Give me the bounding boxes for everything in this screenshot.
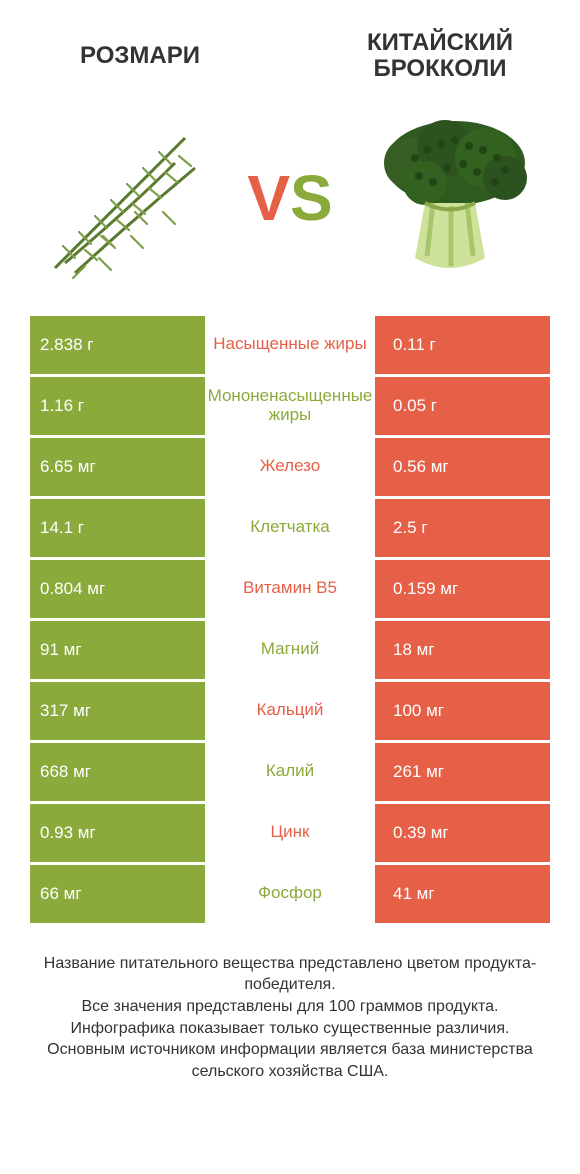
table-row: 14.1 гКлетчатка2.5 г xyxy=(30,496,550,557)
value-left: 317 мг xyxy=(30,682,205,740)
nutrient-label: Клетчатка xyxy=(205,499,375,557)
footer-line: Название питательного вещества представл… xyxy=(30,953,550,996)
value-right: 100 мг xyxy=(375,682,550,740)
nutrient-label: Насыщенные жиры xyxy=(205,316,375,374)
nutrient-label: Фосфор xyxy=(205,865,375,923)
value-right: 0.11 г xyxy=(375,316,550,374)
value-left: 2.838 г xyxy=(30,316,205,374)
value-right: 0.159 мг xyxy=(375,560,550,618)
footer-line: Инфографика показывает только существенн… xyxy=(30,1018,550,1040)
images-row: VS xyxy=(0,93,580,313)
value-left: 0.93 мг xyxy=(30,804,205,862)
footer-line: Основным источником информации является … xyxy=(30,1039,550,1082)
value-right: 18 мг xyxy=(375,621,550,679)
value-left: 1.16 г xyxy=(30,377,205,435)
title-right: Китайский брокколи xyxy=(340,30,540,83)
value-left: 66 мг xyxy=(30,865,205,923)
nutrient-label: Витамин B5 xyxy=(205,560,375,618)
value-left: 14.1 г xyxy=(30,499,205,557)
value-right: 2.5 г xyxy=(375,499,550,557)
infographic-page: Розмари Китайский брокколи xyxy=(0,0,580,1174)
vs-v: V xyxy=(247,162,290,234)
header: Розмари Китайский брокколи xyxy=(0,0,580,93)
rosemary-image xyxy=(30,103,230,293)
footer-notes: Название питательного вещества представл… xyxy=(0,923,580,1083)
value-left: 668 мг xyxy=(30,743,205,801)
rosemary-icon xyxy=(35,108,225,288)
table-row: 2.838 гНасыщенные жиры0.11 г xyxy=(30,313,550,374)
table-row: 317 мгКальций100 мг xyxy=(30,679,550,740)
value-right: 0.39 мг xyxy=(375,804,550,862)
nutrition-table: 2.838 гНасыщенные жиры0.11 г1.16 гМононе… xyxy=(30,313,550,923)
table-row: 91 мгМагний18 мг xyxy=(30,618,550,679)
nutrient-label: Кальций xyxy=(205,682,375,740)
table-row: 668 мгКалий261 мг xyxy=(30,740,550,801)
table-row: 0.93 мгЦинк0.39 мг xyxy=(30,801,550,862)
value-right: 0.05 г xyxy=(375,377,550,435)
table-row: 66 мгФосфор41 мг xyxy=(30,862,550,923)
nutrient-label: Калий xyxy=(205,743,375,801)
table-row: 0.804 мгВитамин B50.159 мг xyxy=(30,557,550,618)
broccoli-icon xyxy=(355,108,545,288)
nutrient-label: Магний xyxy=(205,621,375,679)
value-left: 91 мг xyxy=(30,621,205,679)
title-left: Розмари xyxy=(40,43,240,69)
nutrient-label: Цинк xyxy=(205,804,375,862)
value-right: 0.56 мг xyxy=(375,438,550,496)
nutrient-label: Мононенасыщенные жиры xyxy=(205,377,375,435)
value-right: 41 мг xyxy=(375,865,550,923)
value-left: 6.65 мг xyxy=(30,438,205,496)
value-right: 261 мг xyxy=(375,743,550,801)
vs-label: VS xyxy=(247,166,332,230)
nutrient-label: Железо xyxy=(205,438,375,496)
footer-line: Все значения представлены для 100 граммо… xyxy=(30,996,550,1018)
broccoli-image xyxy=(350,103,550,293)
table-row: 6.65 мгЖелезо0.56 мг xyxy=(30,435,550,496)
vs-s: S xyxy=(290,162,333,234)
value-left: 0.804 мг xyxy=(30,560,205,618)
table-row: 1.16 гМононенасыщенные жиры0.05 г xyxy=(30,374,550,435)
